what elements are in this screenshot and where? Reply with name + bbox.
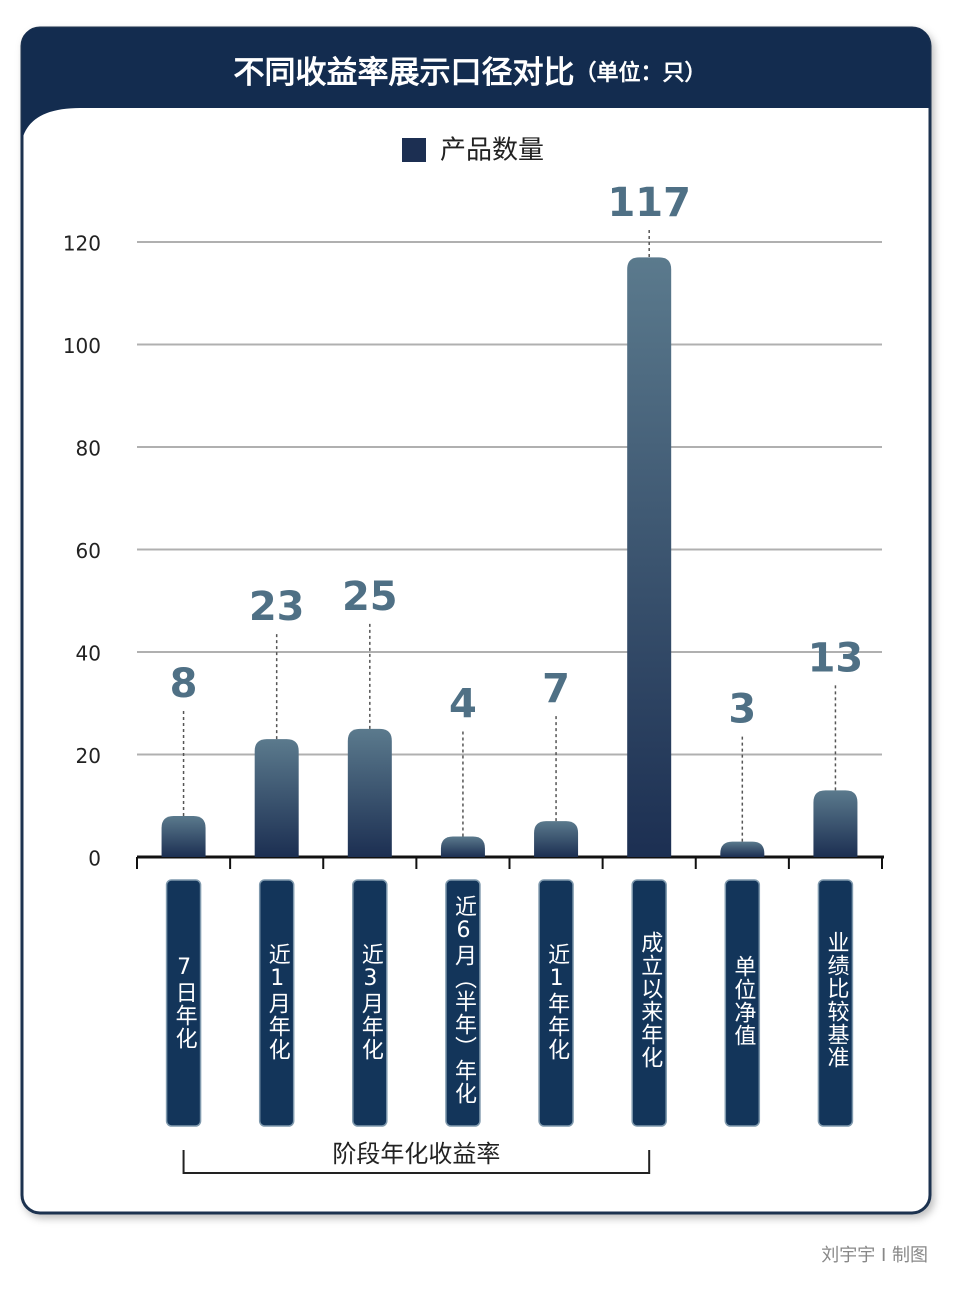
annotation: 阶段年化收益率 <box>332 1140 500 1168</box>
value-label: 25 <box>342 574 398 620</box>
value-label: 23 <box>249 584 305 630</box>
credit: 刘宇宇 I 制图 <box>821 1245 928 1266</box>
bar <box>627 257 672 857</box>
y-tick-label: 0 <box>88 847 101 871</box>
chart-title: 不同收益率展示口径对比（单位：只） <box>233 55 706 91</box>
value-label: 8 <box>170 661 198 707</box>
y-tick-label: 80 <box>76 437 101 461</box>
annotation-bracket <box>182 1150 651 1174</box>
x-tick-label: 7日年化 <box>172 955 198 1050</box>
bar <box>440 836 485 857</box>
legend-swatch <box>402 138 426 162</box>
category-box <box>538 879 574 1127</box>
value-label: 7 <box>542 666 570 712</box>
bar <box>534 821 579 857</box>
y-tick-label: 100 <box>63 334 101 358</box>
category-box <box>165 879 202 1127</box>
category-box <box>352 879 388 1127</box>
y-tick-label: 20 <box>76 744 101 768</box>
bar <box>720 841 765 857</box>
legend-label: 产品数量 <box>440 136 544 166</box>
y-tick-label: 40 <box>76 642 101 666</box>
y-tick-label: 60 <box>76 539 101 563</box>
value-label: 117 <box>607 180 691 226</box>
bar <box>813 790 858 857</box>
y-tick-label: 120 <box>63 232 101 256</box>
title: 不同收益率展示口径对比 <box>233 55 574 91</box>
bar <box>347 728 392 857</box>
value-label: 13 <box>808 635 864 681</box>
unit: （单位：只） <box>574 60 706 86</box>
category-box <box>445 879 481 1127</box>
x-tick-label: 业绩比较基准 <box>823 931 849 1069</box>
header-band <box>22 28 930 140</box>
x-tick-label: 单位净值 <box>730 955 756 1047</box>
value-label: 3 <box>728 687 756 733</box>
value-label: 4 <box>449 682 477 728</box>
category-box <box>817 879 854 1127</box>
bar <box>161 816 206 857</box>
x-tick-label: 近1年年化 <box>544 943 570 1061</box>
bar <box>254 739 299 857</box>
category-box <box>724 879 761 1127</box>
x-tick-label: 近6月（半年）年化 <box>451 895 477 1105</box>
category-box <box>258 879 295 1127</box>
x-tick-label: 成立以来年化 <box>637 931 663 1069</box>
x-tick-label: 近1月年化 <box>265 943 291 1061</box>
category-box <box>631 879 667 1127</box>
x-tick-label: 近3月年化 <box>358 943 384 1061</box>
